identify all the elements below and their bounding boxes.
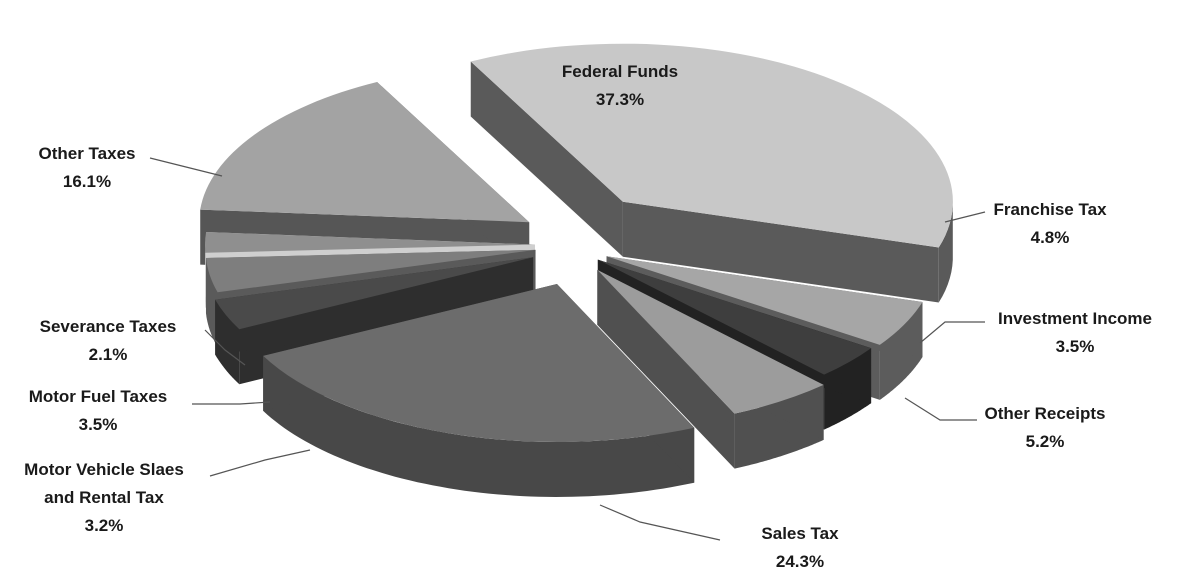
label-severance: Severance Taxes 2.1% [8,313,208,369]
label-sales-tax-name: Sales Tax [720,520,880,548]
label-sales-tax-value: 24.3% [720,548,880,576]
label-sales-tax: Sales Tax 24.3% [720,520,880,576]
label-other-receipts: Other Receipts 5.2% [960,400,1130,456]
label-investment-income-name: Investment Income [975,305,1175,333]
label-motor-vehicle: Motor Vehicle Slaes and Rental Tax 3.2% [0,456,208,540]
leader-line-motor-fuel [192,402,270,404]
label-motor-fuel: Motor Fuel Taxes 3.5% [4,383,192,439]
label-other-taxes: Other Taxes 16.1% [12,140,162,196]
label-federal-funds-name: Federal Funds [520,58,720,86]
label-investment-income: Investment Income 3.5% [975,305,1175,361]
label-motor-vehicle-line1: Motor Vehicle Slaes [0,456,208,484]
label-motor-vehicle-value: 3.2% [0,512,208,540]
label-franchise-tax-value: 4.8% [960,224,1140,252]
label-motor-vehicle-line2: and Rental Tax [0,484,208,512]
label-severance-value: 2.1% [8,341,208,369]
label-other-receipts-name: Other Receipts [960,400,1130,428]
label-other-taxes-name: Other Taxes [12,140,162,168]
leader-line-motor-vehicle [210,450,310,476]
label-other-taxes-value: 16.1% [12,168,162,196]
leader-line-sales-tax [600,505,720,540]
label-franchise-tax: Franchise Tax 4.8% [960,196,1140,252]
label-federal-funds: Federal Funds 37.3% [520,58,720,114]
label-franchise-tax-name: Franchise Tax [960,196,1140,224]
label-severance-name: Severance Taxes [8,313,208,341]
label-motor-fuel-value: 3.5% [4,411,192,439]
label-motor-fuel-name: Motor Fuel Taxes [4,383,192,411]
label-investment-income-value: 3.5% [975,333,1175,361]
label-other-receipts-value: 5.2% [960,428,1130,456]
label-federal-funds-value: 37.3% [520,86,720,114]
